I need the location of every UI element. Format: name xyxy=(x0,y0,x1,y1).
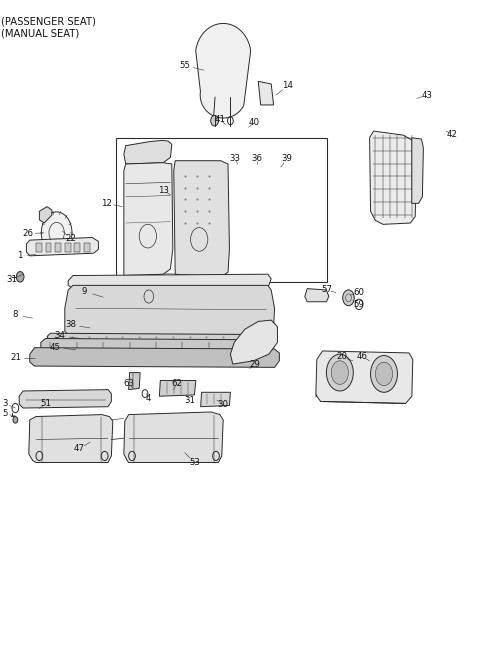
Text: 31: 31 xyxy=(7,275,17,284)
Text: 41: 41 xyxy=(215,115,225,124)
Polygon shape xyxy=(159,380,196,396)
Polygon shape xyxy=(30,348,279,367)
Text: 12: 12 xyxy=(101,199,112,208)
Text: 47: 47 xyxy=(74,444,84,453)
Circle shape xyxy=(211,115,218,126)
Circle shape xyxy=(331,361,348,384)
Text: 1: 1 xyxy=(17,251,23,260)
Text: 40: 40 xyxy=(249,117,260,127)
Text: 14: 14 xyxy=(283,81,293,90)
Text: 38: 38 xyxy=(66,320,76,329)
Text: 22: 22 xyxy=(66,234,76,243)
Text: 30: 30 xyxy=(218,400,228,409)
Polygon shape xyxy=(129,373,140,390)
Text: 33: 33 xyxy=(230,154,240,163)
Circle shape xyxy=(41,212,72,254)
Bar xyxy=(74,243,80,252)
Circle shape xyxy=(375,362,393,386)
Text: 36: 36 xyxy=(252,154,262,163)
Bar xyxy=(55,243,61,252)
Text: 31: 31 xyxy=(184,396,195,405)
Text: 9: 9 xyxy=(81,287,87,296)
Polygon shape xyxy=(124,163,173,276)
Polygon shape xyxy=(29,415,113,462)
Circle shape xyxy=(371,356,397,392)
Circle shape xyxy=(326,354,353,391)
Text: 20: 20 xyxy=(336,352,347,361)
Text: 29: 29 xyxy=(249,360,260,369)
Text: 51: 51 xyxy=(40,399,51,408)
Polygon shape xyxy=(47,333,266,344)
Text: 43: 43 xyxy=(422,91,432,100)
Text: 46: 46 xyxy=(357,352,368,361)
Text: 13: 13 xyxy=(158,186,168,195)
Text: 55: 55 xyxy=(180,61,190,70)
Text: 5: 5 xyxy=(2,409,8,419)
Text: 21: 21 xyxy=(10,353,21,362)
Bar xyxy=(46,243,51,252)
Polygon shape xyxy=(68,274,271,290)
Text: 42: 42 xyxy=(447,130,457,139)
Polygon shape xyxy=(39,207,52,223)
Polygon shape xyxy=(370,131,417,224)
Text: 8: 8 xyxy=(12,310,18,319)
Text: (MANUAL SEAT): (MANUAL SEAT) xyxy=(1,28,79,38)
Text: 3: 3 xyxy=(2,399,8,408)
Text: 57: 57 xyxy=(321,285,332,295)
Polygon shape xyxy=(196,24,251,118)
Polygon shape xyxy=(201,392,230,407)
Text: 4: 4 xyxy=(146,394,152,403)
Bar xyxy=(84,243,90,252)
Text: (PASSENGER SEAT): (PASSENGER SEAT) xyxy=(1,16,96,26)
Polygon shape xyxy=(124,412,223,462)
Circle shape xyxy=(343,290,354,306)
Text: 39: 39 xyxy=(282,154,292,163)
Polygon shape xyxy=(41,338,273,356)
Polygon shape xyxy=(19,390,111,408)
Text: 63: 63 xyxy=(123,379,134,388)
Circle shape xyxy=(16,272,24,282)
Polygon shape xyxy=(174,161,229,277)
Polygon shape xyxy=(305,289,329,302)
Text: 26: 26 xyxy=(23,229,33,238)
Polygon shape xyxy=(26,237,98,256)
Text: 60: 60 xyxy=(354,288,364,297)
Text: 53: 53 xyxy=(189,458,200,467)
Polygon shape xyxy=(258,81,274,105)
Bar xyxy=(116,138,327,282)
Bar xyxy=(65,243,71,252)
Polygon shape xyxy=(230,320,277,364)
Polygon shape xyxy=(124,140,172,164)
Bar xyxy=(36,243,42,252)
Text: 45: 45 xyxy=(50,343,60,352)
Polygon shape xyxy=(65,285,275,336)
Circle shape xyxy=(13,417,18,423)
Text: 59: 59 xyxy=(354,300,364,309)
Text: 34: 34 xyxy=(55,331,65,340)
Polygon shape xyxy=(412,138,423,203)
Text: 62: 62 xyxy=(171,379,182,388)
Polygon shape xyxy=(316,351,413,403)
